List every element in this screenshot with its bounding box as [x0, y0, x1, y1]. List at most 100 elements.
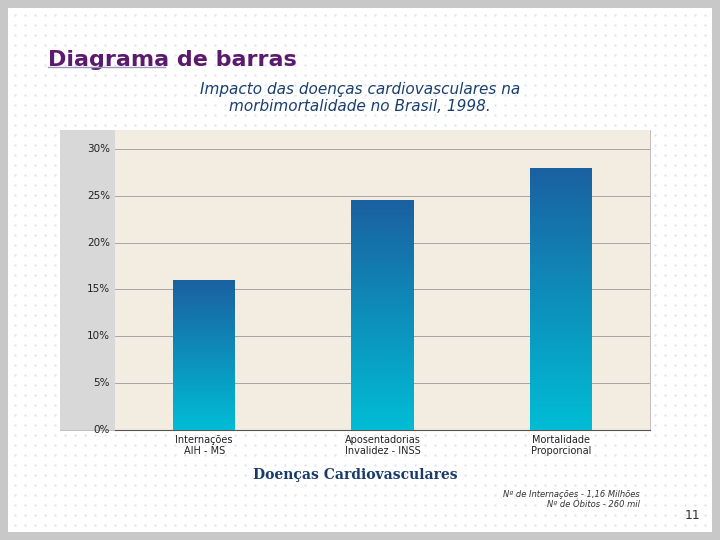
Text: Nº de Internações - 1,16 Milhões
Nº de Óbitos - 260 mil: Nº de Internações - 1,16 Milhões Nº de Ó…: [503, 490, 640, 509]
Bar: [351, 300, 414, 302]
Bar: [530, 413, 592, 415]
Bar: [351, 428, 414, 430]
Bar: [530, 360, 592, 362]
Bar: [173, 379, 235, 380]
Bar: [351, 394, 414, 395]
Bar: [173, 334, 235, 335]
Bar: [173, 335, 235, 336]
Bar: [530, 229, 592, 231]
Bar: [351, 307, 414, 309]
Bar: [530, 213, 592, 215]
Bar: [173, 350, 235, 351]
Bar: [173, 310, 235, 311]
Bar: [351, 286, 414, 288]
Bar: [530, 384, 592, 386]
Bar: [351, 361, 414, 363]
Bar: [173, 418, 235, 420]
Bar: [351, 367, 414, 369]
Bar: [530, 275, 592, 277]
Bar: [351, 328, 414, 330]
Bar: [530, 174, 592, 176]
Bar: [351, 275, 414, 277]
Bar: [530, 354, 592, 356]
Text: Doenças Cardiovasculares: Doenças Cardiovasculares: [253, 468, 457, 482]
Bar: [173, 316, 235, 318]
Bar: [530, 417, 592, 419]
Bar: [351, 242, 414, 244]
Bar: [173, 295, 235, 296]
Bar: [351, 312, 414, 313]
Bar: [530, 338, 592, 340]
Bar: [173, 361, 235, 362]
Bar: [530, 288, 592, 290]
Bar: [530, 172, 592, 174]
Bar: [530, 294, 592, 296]
Bar: [530, 314, 592, 316]
Bar: [351, 401, 414, 403]
Bar: [351, 273, 414, 275]
Bar: [351, 405, 414, 407]
Bar: [173, 384, 235, 385]
Bar: [351, 346, 414, 348]
Bar: [530, 227, 592, 229]
Bar: [530, 327, 592, 329]
Bar: [351, 409, 414, 411]
Bar: [530, 400, 592, 402]
Bar: [173, 349, 235, 350]
Bar: [351, 252, 414, 254]
Bar: [530, 382, 592, 384]
Text: Impacto das doenças cardiovasculares na
morbimortalidade no Brasil, 1998.: Impacto das doenças cardiovasculares na …: [200, 82, 520, 114]
Bar: [530, 198, 592, 200]
Bar: [530, 386, 592, 388]
Bar: [530, 281, 592, 284]
Bar: [530, 271, 592, 273]
Bar: [351, 392, 414, 394]
Bar: [351, 227, 414, 229]
Bar: [173, 302, 235, 303]
Bar: [351, 344, 414, 346]
Bar: [351, 233, 414, 235]
Bar: [351, 239, 414, 240]
Bar: [351, 306, 414, 307]
Bar: [351, 240, 414, 242]
Bar: [173, 299, 235, 300]
Bar: [173, 399, 235, 400]
Bar: [351, 212, 414, 214]
Bar: [530, 279, 592, 281]
Bar: [173, 396, 235, 397]
Bar: [530, 259, 592, 261]
Bar: [173, 400, 235, 401]
Bar: [173, 416, 235, 417]
Bar: [530, 251, 592, 253]
Bar: [173, 333, 235, 334]
Bar: [351, 292, 414, 294]
Bar: [351, 426, 414, 428]
Bar: [530, 349, 592, 351]
Bar: [173, 408, 235, 409]
Bar: [173, 357, 235, 359]
Bar: [530, 402, 592, 404]
Bar: [530, 253, 592, 255]
Bar: [173, 377, 235, 379]
Bar: [351, 359, 414, 361]
Bar: [173, 338, 235, 339]
Bar: [351, 244, 414, 246]
Bar: [351, 204, 414, 206]
Bar: [351, 348, 414, 349]
Bar: [351, 384, 414, 386]
Bar: [173, 329, 235, 330]
Bar: [530, 334, 592, 336]
Bar: [173, 405, 235, 406]
Bar: [173, 327, 235, 329]
Bar: [173, 330, 235, 331]
Bar: [351, 349, 414, 352]
Bar: [530, 233, 592, 235]
Bar: [351, 317, 414, 319]
Bar: [173, 285, 235, 286]
Bar: [530, 362, 592, 365]
Bar: [351, 400, 414, 401]
Bar: [530, 316, 592, 319]
Bar: [351, 267, 414, 269]
Bar: [530, 367, 592, 369]
Bar: [351, 279, 414, 281]
